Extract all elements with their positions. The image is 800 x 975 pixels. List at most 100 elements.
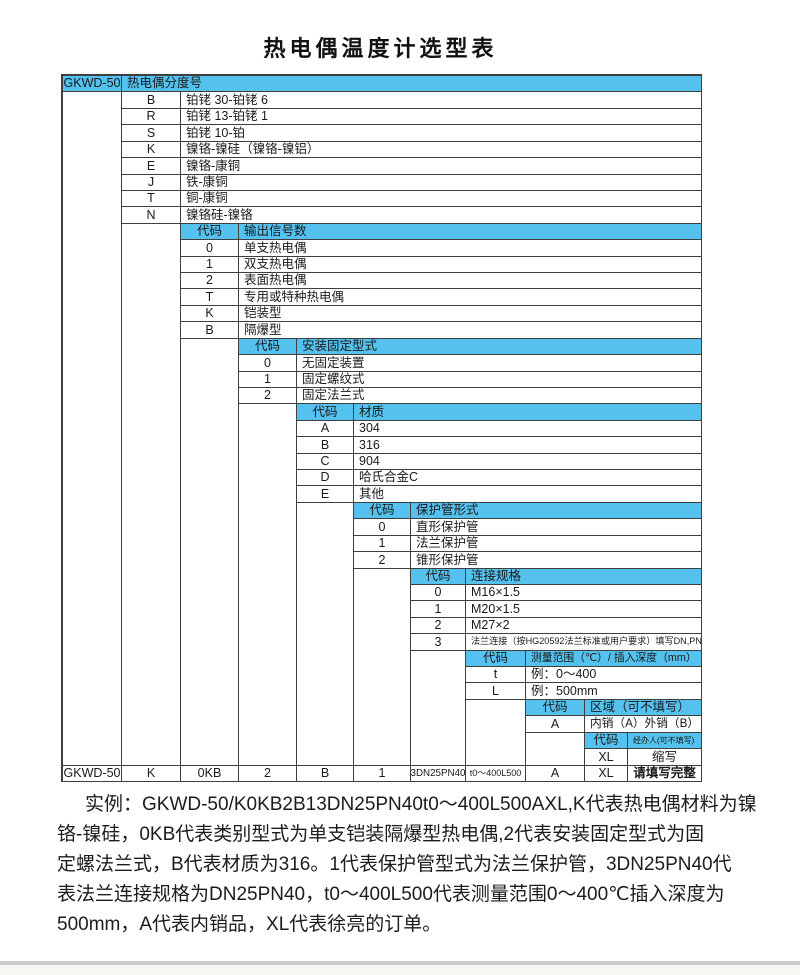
code-header-cell: 代码 (296, 403, 353, 420)
description-cell: 铁-康铜 (180, 174, 701, 190)
section-title-cell: 经办人(可不填写) (627, 732, 701, 748)
section-title-cell: 安装固定型式 (296, 338, 701, 354)
code-cell: 2 (238, 387, 296, 403)
description-cell: 铂铑 30-铂铑 6 (180, 91, 701, 108)
code-cell: A (296, 420, 353, 436)
example-code-cell: GKWD-50 (62, 765, 121, 781)
example-code-cell: 3DN25PN40 (410, 765, 465, 781)
example-paragraph: 实例：GKWD-50/K0KB2B13DN25PN40t0～400L500AXL… (57, 790, 777, 940)
example-line: 500mm，A代表内销品，XL代表徐亮的订单。 (57, 914, 442, 935)
code-header-cell: 代码 (465, 650, 525, 666)
description-cell: 镍铬-康铜 (180, 157, 701, 174)
section-title-cell: 保护管形式 (410, 502, 701, 518)
code-cell: 2 (410, 617, 465, 633)
description-cell: 专用或特种热电偶 (238, 288, 701, 305)
example-code-cell: 0KB (180, 765, 238, 781)
code-cell: B (180, 321, 238, 338)
filler-cell (465, 699, 525, 765)
page-title: 热电偶温度计选型表 (263, 36, 498, 61)
section-title-cell: 连接规格 (465, 568, 701, 584)
description-cell: 铂铑 10-铂 (180, 124, 701, 141)
code-header-cell: 代码 (238, 338, 296, 354)
code-cell: A (525, 715, 584, 732)
code-cell: 1 (180, 256, 238, 272)
description-cell: 单支热电偶 (238, 239, 701, 256)
code-cell: 1 (353, 535, 410, 551)
code-cell: L (465, 682, 525, 699)
filler-cell (525, 732, 584, 765)
example-code-cell: 2 (238, 765, 296, 781)
description-cell: 表面热电偶 (238, 272, 701, 288)
code-cell: N (121, 206, 180, 223)
description-cell: 无固定装置 (296, 354, 701, 371)
selection-table: GKWD-50 热电偶分度号 B 铂铑 30-铂铑 6 R 铂铑 13-铂铑 1 S 铂铑 1… (61, 74, 702, 782)
code-cell: 3 (410, 633, 465, 650)
description-cell: 镍铬硅-镍铬 (180, 206, 701, 223)
code-header-cell: 代码 (353, 502, 410, 518)
code-cell: XL (584, 748, 627, 765)
code-cell: E (296, 485, 353, 502)
description-cell: M16×1.5 (465, 584, 701, 600)
filler-cell (238, 403, 296, 765)
example-code-cell: K (121, 765, 180, 781)
example-line: 表法兰连接规格为DN25PN40，t0～400L500代表测量范围0～400℃插… (57, 884, 725, 905)
code-cell: 0 (410, 584, 465, 600)
code-cell: R (121, 108, 180, 124)
page-bottom-band (0, 965, 800, 975)
code-cell: 0 (180, 239, 238, 256)
section-title-cell: 区域（可不填写） (584, 699, 701, 715)
code-cell: 1 (410, 600, 465, 617)
code-cell: 0 (238, 354, 296, 371)
code-cell: K (180, 305, 238, 321)
code-cell: D (296, 469, 353, 485)
description-cell: 316 (353, 436, 701, 453)
description-cell: 内销（A）外销（B） (584, 715, 701, 732)
description-cell: 锥形保护管 (410, 551, 701, 568)
example-code-cell: t0～400L500 (465, 765, 525, 781)
description-cell: 其他 (353, 485, 701, 502)
example-line: 定螺法兰式，B代表材质为316。1代表保护管型式为法兰保护管，3DN25PN40… (57, 854, 732, 875)
example-code-cell: XL (584, 765, 627, 781)
section-title-cell: 测量范围（℃）/ 插入深度（mm） (525, 650, 701, 666)
description-cell: 哈氏合金C (353, 469, 701, 485)
description-cell: 铠装型 (238, 305, 701, 321)
description-cell: 法兰保护管 (410, 535, 701, 551)
code-header-cell: 代码 (410, 568, 465, 584)
description-cell: 铜-康铜 (180, 190, 701, 206)
description-cell: M20×1.5 (465, 600, 701, 617)
code-cell: B (296, 436, 353, 453)
code-cell: J (121, 174, 180, 190)
description-cell: 固定螺纹式 (296, 371, 701, 387)
code-cell: t (465, 666, 525, 682)
example-code-cell: A (525, 765, 584, 781)
section-title-cell: 输出信号数 (238, 223, 701, 239)
code-cell: S (121, 124, 180, 141)
description-cell: 例：0～400 (525, 666, 701, 682)
code-cell: T (121, 190, 180, 206)
example-line: 实例：GKWD-50/K0KB2B13DN25PN40t0～400L500AXL… (85, 794, 757, 815)
filler-cell (353, 568, 410, 765)
code-cell: E (121, 157, 180, 174)
description-cell: M27×2 (465, 617, 701, 633)
example-code-cell: B (296, 765, 353, 781)
code-cell: C (296, 453, 353, 469)
filler-cell (121, 223, 180, 765)
filler-cell (62, 91, 121, 765)
code-header-cell: 代码 (180, 223, 238, 239)
code-cell: T (180, 288, 238, 305)
description-cell: 304 (353, 420, 701, 436)
description-cell: 904 (353, 453, 701, 469)
graduation-header-cell: 热电偶分度号 (121, 75, 701, 91)
example-code-cell: 请填写完整 (627, 765, 701, 781)
description-cell: 铂铑 13-铂铑 1 (180, 108, 701, 124)
model-cell: GKWD-50 (62, 75, 121, 91)
description-cell: 法兰连接（按HG20592法兰标准或用户要求）填写DN,PN (465, 633, 701, 650)
code-cell: 0 (353, 518, 410, 535)
code-cell: B (121, 91, 180, 108)
code-header-cell: 代码 (584, 732, 627, 748)
description-cell: 缩写 (627, 748, 701, 765)
section-title-cell: 材质 (353, 403, 701, 420)
description-cell: 直形保护管 (410, 518, 701, 535)
code-cell: 2 (180, 272, 238, 288)
filler-cell (180, 338, 238, 765)
